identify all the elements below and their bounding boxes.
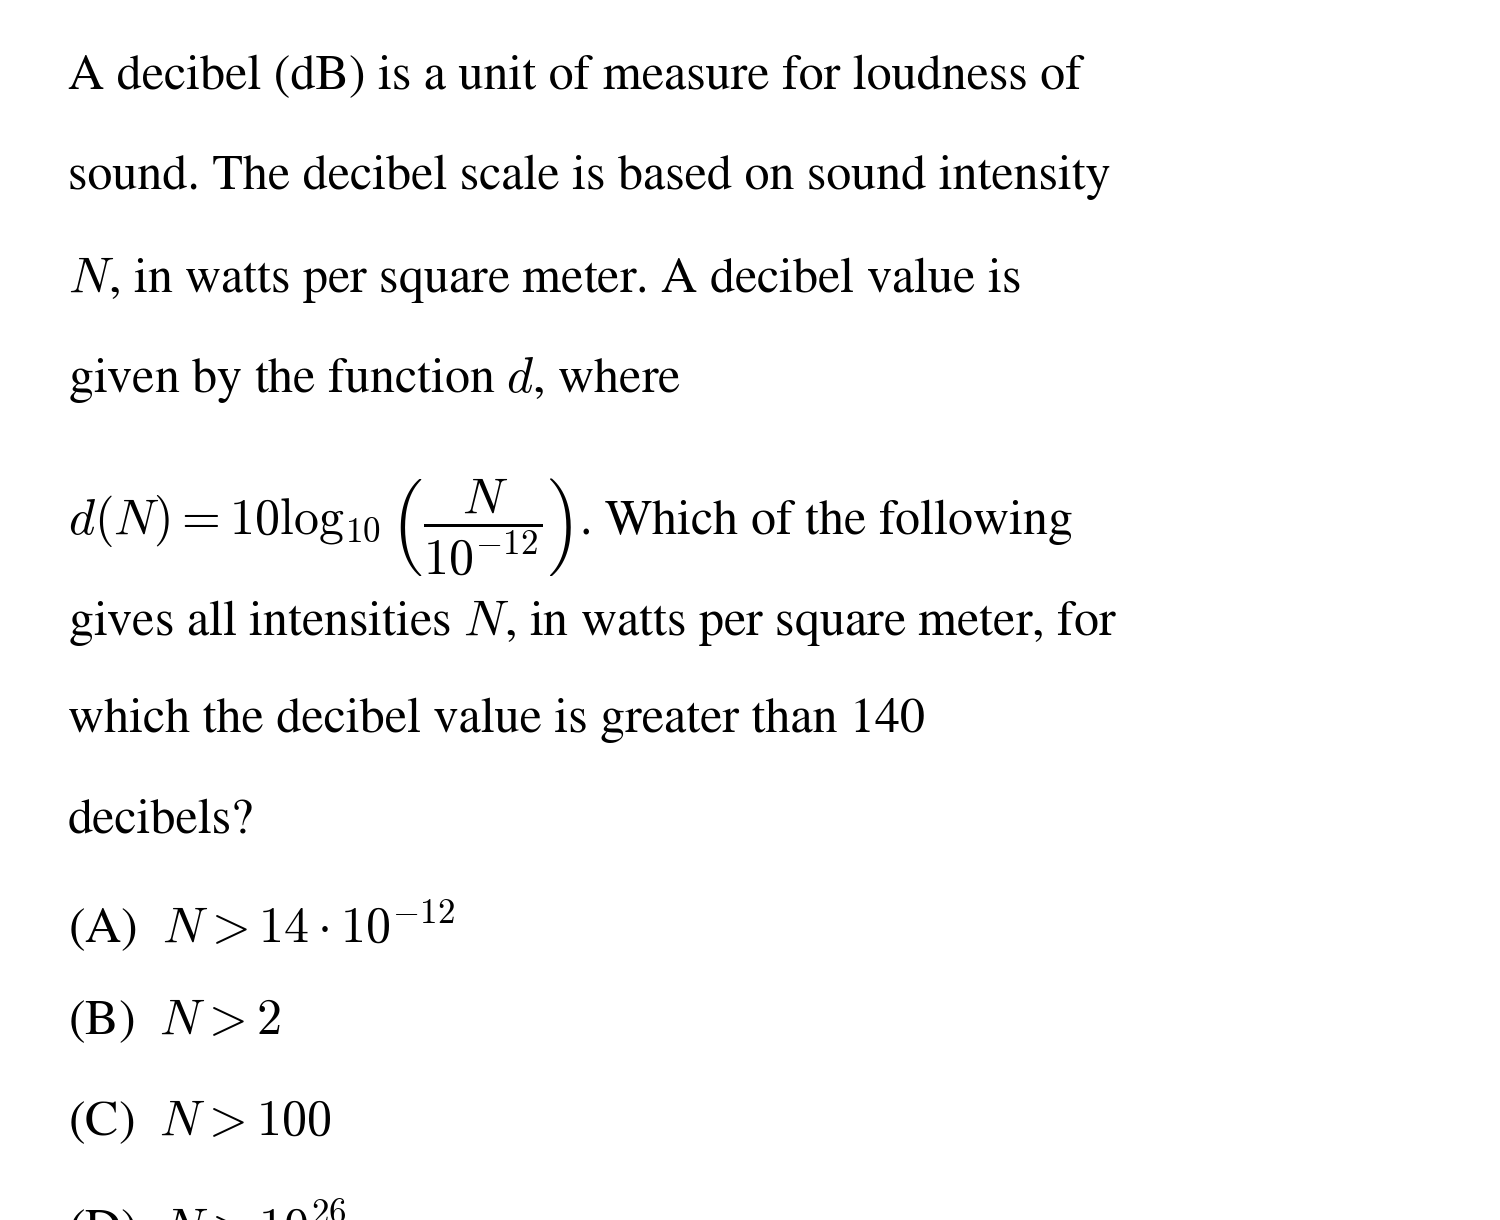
Text: which the decibel value is greater than 140: which the decibel value is greater than … xyxy=(68,698,924,743)
Text: decibels?: decibels? xyxy=(68,798,254,843)
Text: A decibel (dB) is a unit of measure for loudness of: A decibel (dB) is a unit of measure for … xyxy=(68,55,1082,100)
Text: (D)  $N > 10^{26}$: (D) $N > 10^{26}$ xyxy=(68,1198,346,1220)
Text: $N$, in watts per square meter. A decibel value is: $N$, in watts per square meter. A decibe… xyxy=(68,255,1020,305)
Text: (B)  $N > 2$: (B) $N > 2$ xyxy=(68,998,280,1046)
Text: (C)  $N > 100$: (C) $N > 100$ xyxy=(68,1098,330,1146)
Text: sound. The decibel scale is based on sound intensity: sound. The decibel scale is based on sou… xyxy=(68,155,1110,200)
Text: gives all intensities $N$, in watts per square meter, for: gives all intensities $N$, in watts per … xyxy=(68,598,1116,648)
Text: (A)  $N > 14 \cdot 10^{-12}$: (A) $N > 14 \cdot 10^{-12}$ xyxy=(68,898,454,954)
Text: given by the function $d$, where: given by the function $d$, where xyxy=(68,355,681,405)
Text: $d(N) = 10\log_{10}\left(\dfrac{N}{10^{-12}}\right)$. Which of the following: $d(N) = 10\log_{10}\left(\dfrac{N}{10^{-… xyxy=(68,476,1072,578)
